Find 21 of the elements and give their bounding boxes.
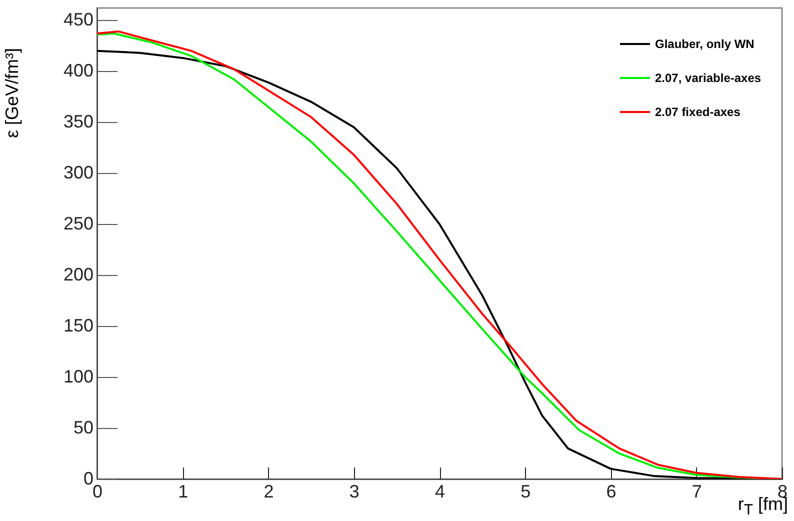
y-axis-title: ε [GeV/fm³] [2, 48, 23, 138]
x-tick-label: 1 [178, 482, 188, 502]
y-tick-label: 100 [63, 366, 94, 387]
legend-label: 2.07 fixed-axes [655, 105, 741, 119]
y-tick-label: 0 [83, 468, 94, 488]
y-tick-label: 250 [63, 214, 94, 234]
y-tick-label: 400 [63, 60, 94, 81]
x-tick-label: 4 [434, 482, 446, 502]
y-tick-label: 450 [63, 10, 94, 30]
y-tick-label: 350 [63, 112, 94, 132]
legend-label: 2.07, variable-axes [655, 71, 762, 85]
y-tick-label: 150 [63, 316, 94, 336]
legend-label: Glauber, only WN [655, 37, 754, 51]
x-tick-label: 3 [349, 482, 360, 502]
x-tick-label: 5 [520, 482, 531, 502]
y-tick-label: 50 [73, 418, 94, 438]
y-tick-label: 300 [63, 162, 94, 183]
x-tick-label: 2 [264, 482, 274, 502]
y-tick-label: 200 [63, 264, 94, 285]
x-tick-label: 6 [606, 482, 616, 502]
x-tick-label: 7 [692, 482, 702, 502]
